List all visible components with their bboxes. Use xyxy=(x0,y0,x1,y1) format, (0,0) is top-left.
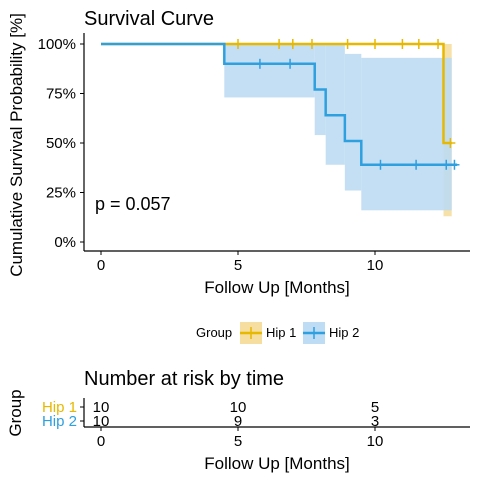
chart-title: Survival Curve xyxy=(84,8,214,30)
risk-count: 10 xyxy=(93,399,110,416)
risk-count: 10 xyxy=(93,413,110,430)
risk-x-tick-label: 10 xyxy=(367,433,384,450)
y-axis-ticks: 0% 25% 50% 75% 100% xyxy=(38,36,84,251)
risk-x-axis-label: Follow Up [Months] xyxy=(204,454,350,473)
risk-x-tick-label: 0 xyxy=(97,433,105,450)
risk-x-axis-ticks: 0 5 10 xyxy=(97,427,384,450)
y-tick-label: 75% xyxy=(46,86,76,103)
legend-title: Group xyxy=(196,325,232,340)
risk-row-label: Hip 2 xyxy=(42,413,77,430)
risk-count: 3 xyxy=(371,413,379,430)
ci-band-2-1 xyxy=(224,44,315,98)
legend-label-hip2: Hip 2 xyxy=(329,325,359,340)
x-axis-ticks: 0 5 10 xyxy=(97,251,384,274)
y-tick-label: 0% xyxy=(54,234,76,251)
legend-label-hip1: Hip 1 xyxy=(266,325,296,340)
risk-table-y-label: Group xyxy=(6,389,25,436)
legend-key-hip2 xyxy=(303,322,325,344)
y-tick-label: 100% xyxy=(38,36,76,53)
risk-count: 5 xyxy=(371,399,379,416)
censor-mark xyxy=(449,159,460,170)
y-tick-label: 50% xyxy=(46,135,76,152)
confidence-bands xyxy=(224,44,452,217)
x-tick-label: 0 xyxy=(97,257,105,274)
x-axis-label: Follow Up [Months] xyxy=(204,278,350,297)
p-value-annotation: p = 0.057 xyxy=(95,194,171,214)
risk-x-tick-label: 5 xyxy=(234,433,242,450)
risk-count: 10 xyxy=(230,399,247,416)
ci-band-2-4 xyxy=(344,53,362,191)
ci-band-2-5 xyxy=(361,57,452,211)
risk-table-title: Number at risk by time xyxy=(84,368,284,390)
legend-key-hip1 xyxy=(240,322,262,344)
censor-mark xyxy=(445,138,456,148)
y-axis-label: Cumulative Survival Probability [%] xyxy=(7,13,26,277)
x-tick-label: 10 xyxy=(367,257,384,274)
legend: Group Hip 1 Hip 2 xyxy=(196,322,359,344)
risk-row-label: Hip 1 xyxy=(42,399,77,416)
survival-line-hip2 xyxy=(101,42,458,167)
censor-marks xyxy=(237,39,460,170)
y-tick-label: 25% xyxy=(46,185,76,202)
risk-count: 9 xyxy=(234,413,242,430)
ci-band-2-3 xyxy=(325,44,345,165)
x-tick-label: 5 xyxy=(234,257,242,274)
